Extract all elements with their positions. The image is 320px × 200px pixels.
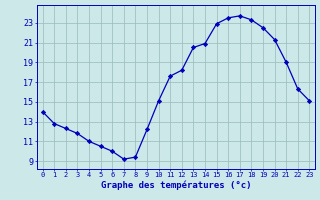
X-axis label: Graphe des températures (°c): Graphe des températures (°c) — [101, 181, 251, 190]
